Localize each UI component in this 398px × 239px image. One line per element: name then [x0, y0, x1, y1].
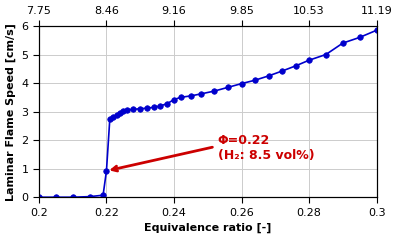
Y-axis label: Laminar Flame Speed [cm/s]: Laminar Flame Speed [cm/s] [6, 23, 16, 201]
X-axis label: Equivalence ratio [-]: Equivalence ratio [-] [144, 223, 271, 234]
Text: Φ=0.22: Φ=0.22 [112, 134, 270, 171]
Text: (H₂: 8.5 vol%): (H₂: 8.5 vol%) [218, 149, 314, 162]
